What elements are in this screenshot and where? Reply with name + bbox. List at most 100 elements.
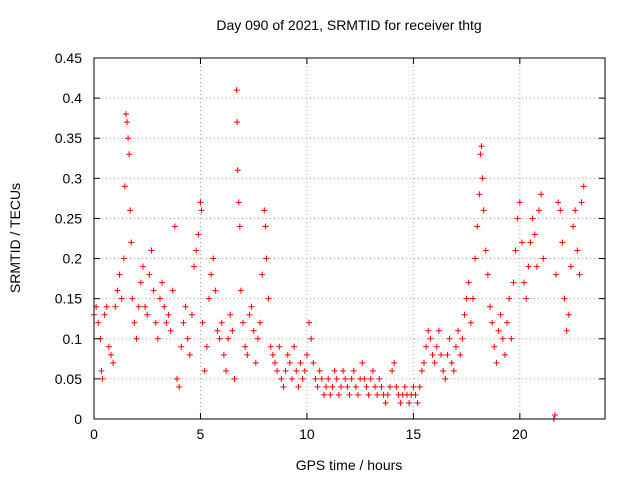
y-tick-label: 0.3 [63,170,83,186]
data-point [553,271,560,278]
data-point [214,327,221,334]
data-point [578,199,585,206]
data-point [412,391,419,398]
data-point [440,367,447,374]
data-point [327,391,334,398]
data-point [150,287,157,294]
data-point [444,351,451,358]
data-point [310,359,317,366]
data-point [508,335,515,342]
y-tick-label: 0.2 [63,251,83,267]
data-point [495,327,502,334]
data-point [489,319,496,326]
data-point [108,351,115,358]
data-point [557,207,564,214]
grid-lines [94,58,605,419]
data-point [433,343,440,350]
data-point [182,303,189,310]
data-point [421,359,428,366]
data-point [142,303,149,310]
data-point [369,367,376,374]
data-point [406,399,413,406]
data-point [476,191,483,198]
data-point [125,135,132,142]
data-point [236,223,243,230]
data-point [535,207,542,214]
y-tick-label: 0.15 [55,291,82,307]
data-point [518,239,525,246]
data-point [220,351,227,358]
data-point [469,295,476,302]
data-point [479,175,486,182]
data-point [254,335,261,342]
data-point [242,343,249,350]
data-point [186,351,193,358]
chart-title: Day 090 of 2021, SRMTID for receiver tht… [216,17,481,33]
data-point [144,311,151,318]
data-point [210,255,217,262]
data-point [555,199,562,206]
y-tick-label: 0.1 [63,331,83,347]
data-point [234,119,241,126]
data-point [152,319,159,326]
data-point [212,287,219,294]
data-point [533,263,540,270]
data-point [237,287,244,294]
data-point [231,375,238,382]
data-point [457,351,464,358]
data-point [474,223,481,230]
data-points [91,87,587,422]
y-tick-label: 0.4 [63,90,83,106]
data-point [529,215,536,222]
data-point [250,327,257,334]
data-point [227,311,234,318]
data-point [252,359,259,366]
data-point [229,327,236,334]
data-point [121,183,128,190]
data-point [233,87,240,94]
data-point [240,319,247,326]
x-tick-label: 10 [299,426,315,442]
data-point [438,351,445,358]
data-point [208,271,215,278]
data-point [478,143,485,150]
data-point [124,119,131,126]
data-point [382,399,389,406]
data-point [410,383,417,390]
data-point [352,383,359,390]
data-point [262,223,269,230]
data-point [297,359,304,366]
data-point [348,375,355,382]
data-point [201,367,208,374]
y-tick-label: 0.35 [55,130,82,146]
data-point [461,311,468,318]
data-point [101,311,108,318]
data-point [291,343,298,350]
data-point [244,351,251,358]
data-point [191,263,198,270]
data-point [280,383,287,390]
data-point [295,383,302,390]
data-point [350,367,357,374]
data-point [267,343,274,350]
data-point [510,279,517,286]
data-point [540,255,547,262]
data-point [414,399,421,406]
data-point [167,327,174,334]
data-point [459,335,466,342]
y-tick-label: 0.05 [55,371,82,387]
data-point [133,335,140,342]
data-point [480,207,487,214]
data-point [331,367,338,374]
data-point [397,399,404,406]
data-point [442,375,449,382]
data-point [465,279,472,286]
data-point [450,367,457,374]
data-point [110,359,117,366]
data-point [565,311,572,318]
data-point [176,383,183,390]
y-tick-label: 0.25 [55,210,82,226]
data-point [429,351,436,358]
data-point [359,359,366,366]
data-point [325,375,332,382]
